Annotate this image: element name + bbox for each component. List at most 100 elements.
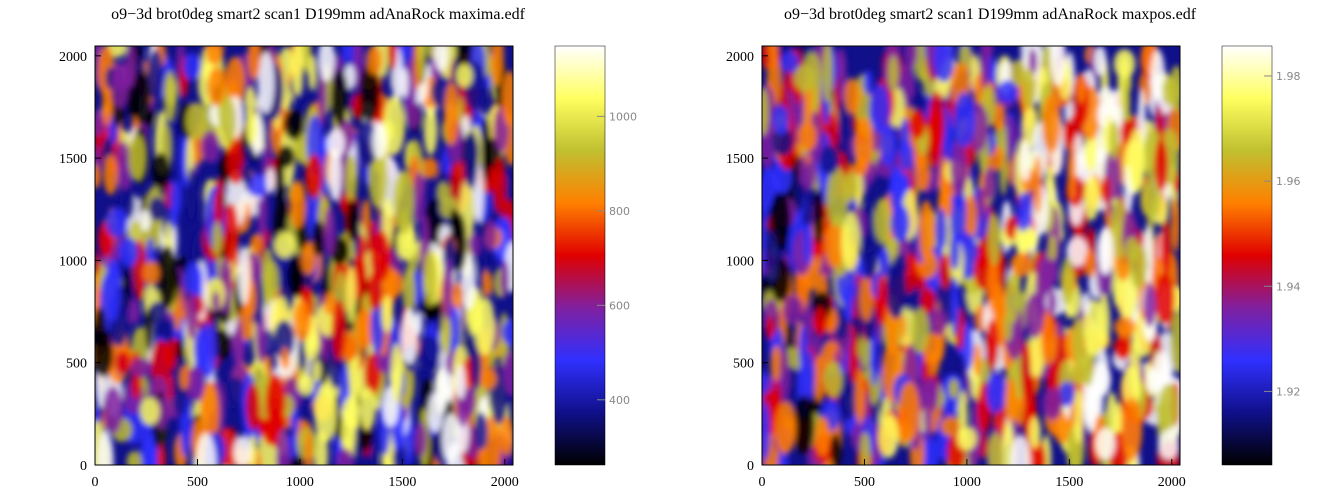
heatmap-blob (1082, 299, 1105, 357)
heatmap-blob (224, 56, 246, 107)
heatmap-blob (130, 357, 152, 378)
heatmap-blob (1109, 120, 1119, 160)
heatmap-blob (423, 106, 438, 156)
heatmap-blob (234, 319, 243, 373)
heatmap-blob (138, 209, 152, 232)
chart-title: o9−3d brot0deg smart2 scan1 D199mm adAna… (111, 6, 525, 23)
heatmap-blob (414, 422, 427, 458)
heatmap-blob (798, 156, 809, 186)
heatmap-blob (381, 295, 394, 333)
heatmap-blob (857, 333, 873, 368)
heatmap-blob (1158, 383, 1180, 429)
heatmap-blob (305, 154, 323, 199)
heatmap-blob (399, 68, 409, 99)
heatmap-blob (356, 120, 379, 168)
heatmap-blob (222, 202, 239, 264)
heatmap-blob (183, 261, 203, 298)
heatmap-blob (186, 366, 205, 403)
heatmap-blob (1067, 141, 1077, 202)
heatmap-blob (402, 267, 416, 317)
heatmap-blob (156, 245, 178, 309)
heatmap-blob (146, 49, 164, 101)
heatmap-blob (770, 345, 782, 383)
heatmap-blob (375, 347, 395, 373)
heatmap-blob (1121, 397, 1143, 462)
heatmap-blob (142, 261, 160, 285)
y-tick-label: 1000 (59, 254, 87, 269)
plot-frame (761, 45, 1181, 466)
heatmap-blob (328, 149, 342, 201)
heatmap-blob (201, 130, 221, 164)
heatmap-blob (1121, 366, 1142, 407)
x-tick-label: 1500 (1055, 475, 1083, 490)
heatmap-blob (1084, 249, 1097, 278)
plot-frame (94, 45, 514, 466)
heatmap-blob (455, 364, 466, 400)
heatmap-blob (195, 433, 217, 465)
heatmap-blob (441, 413, 461, 464)
heatmap-blob (890, 204, 910, 242)
heatmap-blob (443, 82, 460, 146)
heatmap-blob (878, 415, 899, 459)
heatmap-blob (193, 328, 210, 371)
heatmap-blob (976, 187, 986, 221)
heatmap-blob (483, 220, 497, 251)
heatmap-blob (1014, 397, 1025, 427)
heatmap (95, 46, 513, 465)
heatmap-blob (826, 166, 848, 228)
y-tick-label: 1500 (59, 152, 87, 167)
heatmap-blob (275, 429, 291, 465)
heatmap-blob (1052, 410, 1072, 444)
heatmap-blob (224, 376, 246, 409)
heatmap-blob (928, 91, 945, 156)
heatmap-blob (803, 221, 813, 266)
heatmap-blob (819, 145, 840, 175)
heatmap-blob (101, 88, 113, 126)
heatmap-blob (1006, 115, 1017, 162)
heatmap-blob (797, 121, 817, 152)
heatmap-blob (148, 196, 166, 222)
heatmap-blob (1143, 282, 1157, 328)
heatmap-blob (418, 335, 441, 373)
heatmap-blob (346, 265, 357, 323)
heatmap-blob (451, 282, 464, 310)
heatmap-blob (294, 264, 304, 296)
heatmap-blob (311, 220, 326, 257)
heatmap-blob (474, 411, 488, 451)
heatmap-blob (463, 130, 479, 189)
heatmap-blob (1157, 430, 1179, 460)
heatmap-blob (433, 46, 449, 72)
heatmap-blob (949, 232, 960, 271)
heatmap-blob (113, 65, 133, 90)
x-tick-label: 1000 (953, 475, 981, 490)
heatmap-blob (370, 442, 379, 465)
heatmap-blob (314, 382, 337, 443)
heatmap-blob (815, 416, 831, 457)
heatmap-blob (493, 157, 507, 214)
heatmap-blob (435, 368, 448, 414)
heatmap-blob (879, 125, 897, 167)
heatmap-blob (1071, 363, 1088, 385)
x-tick-label: 500 (854, 475, 875, 490)
heatmap-blob (275, 153, 285, 208)
x-tick-label: 500 (187, 475, 208, 490)
heatmap-blob (781, 50, 800, 73)
heatmap-blob (1041, 310, 1054, 367)
colorbar-tick-label: 1.96 (1276, 175, 1301, 188)
heatmap-blob (367, 269, 383, 311)
heatmap-blob (1128, 128, 1145, 193)
heatmap-blob (1060, 256, 1075, 307)
heatmap-blob (247, 173, 269, 198)
heatmap-blob (331, 69, 349, 126)
heatmap-blob (1047, 235, 1057, 264)
heatmap-blob (1171, 196, 1180, 253)
heatmap-blob (910, 308, 930, 353)
colorbar (1221, 45, 1273, 466)
heatmap-blob (280, 347, 290, 370)
heatmap-blob (822, 46, 833, 103)
heatmap-blob (366, 46, 383, 75)
heatmap-blob (1097, 102, 1108, 128)
x-tick-label: 0 (759, 475, 766, 490)
heatmap-blob (502, 349, 513, 396)
heatmap-blob (950, 138, 968, 197)
